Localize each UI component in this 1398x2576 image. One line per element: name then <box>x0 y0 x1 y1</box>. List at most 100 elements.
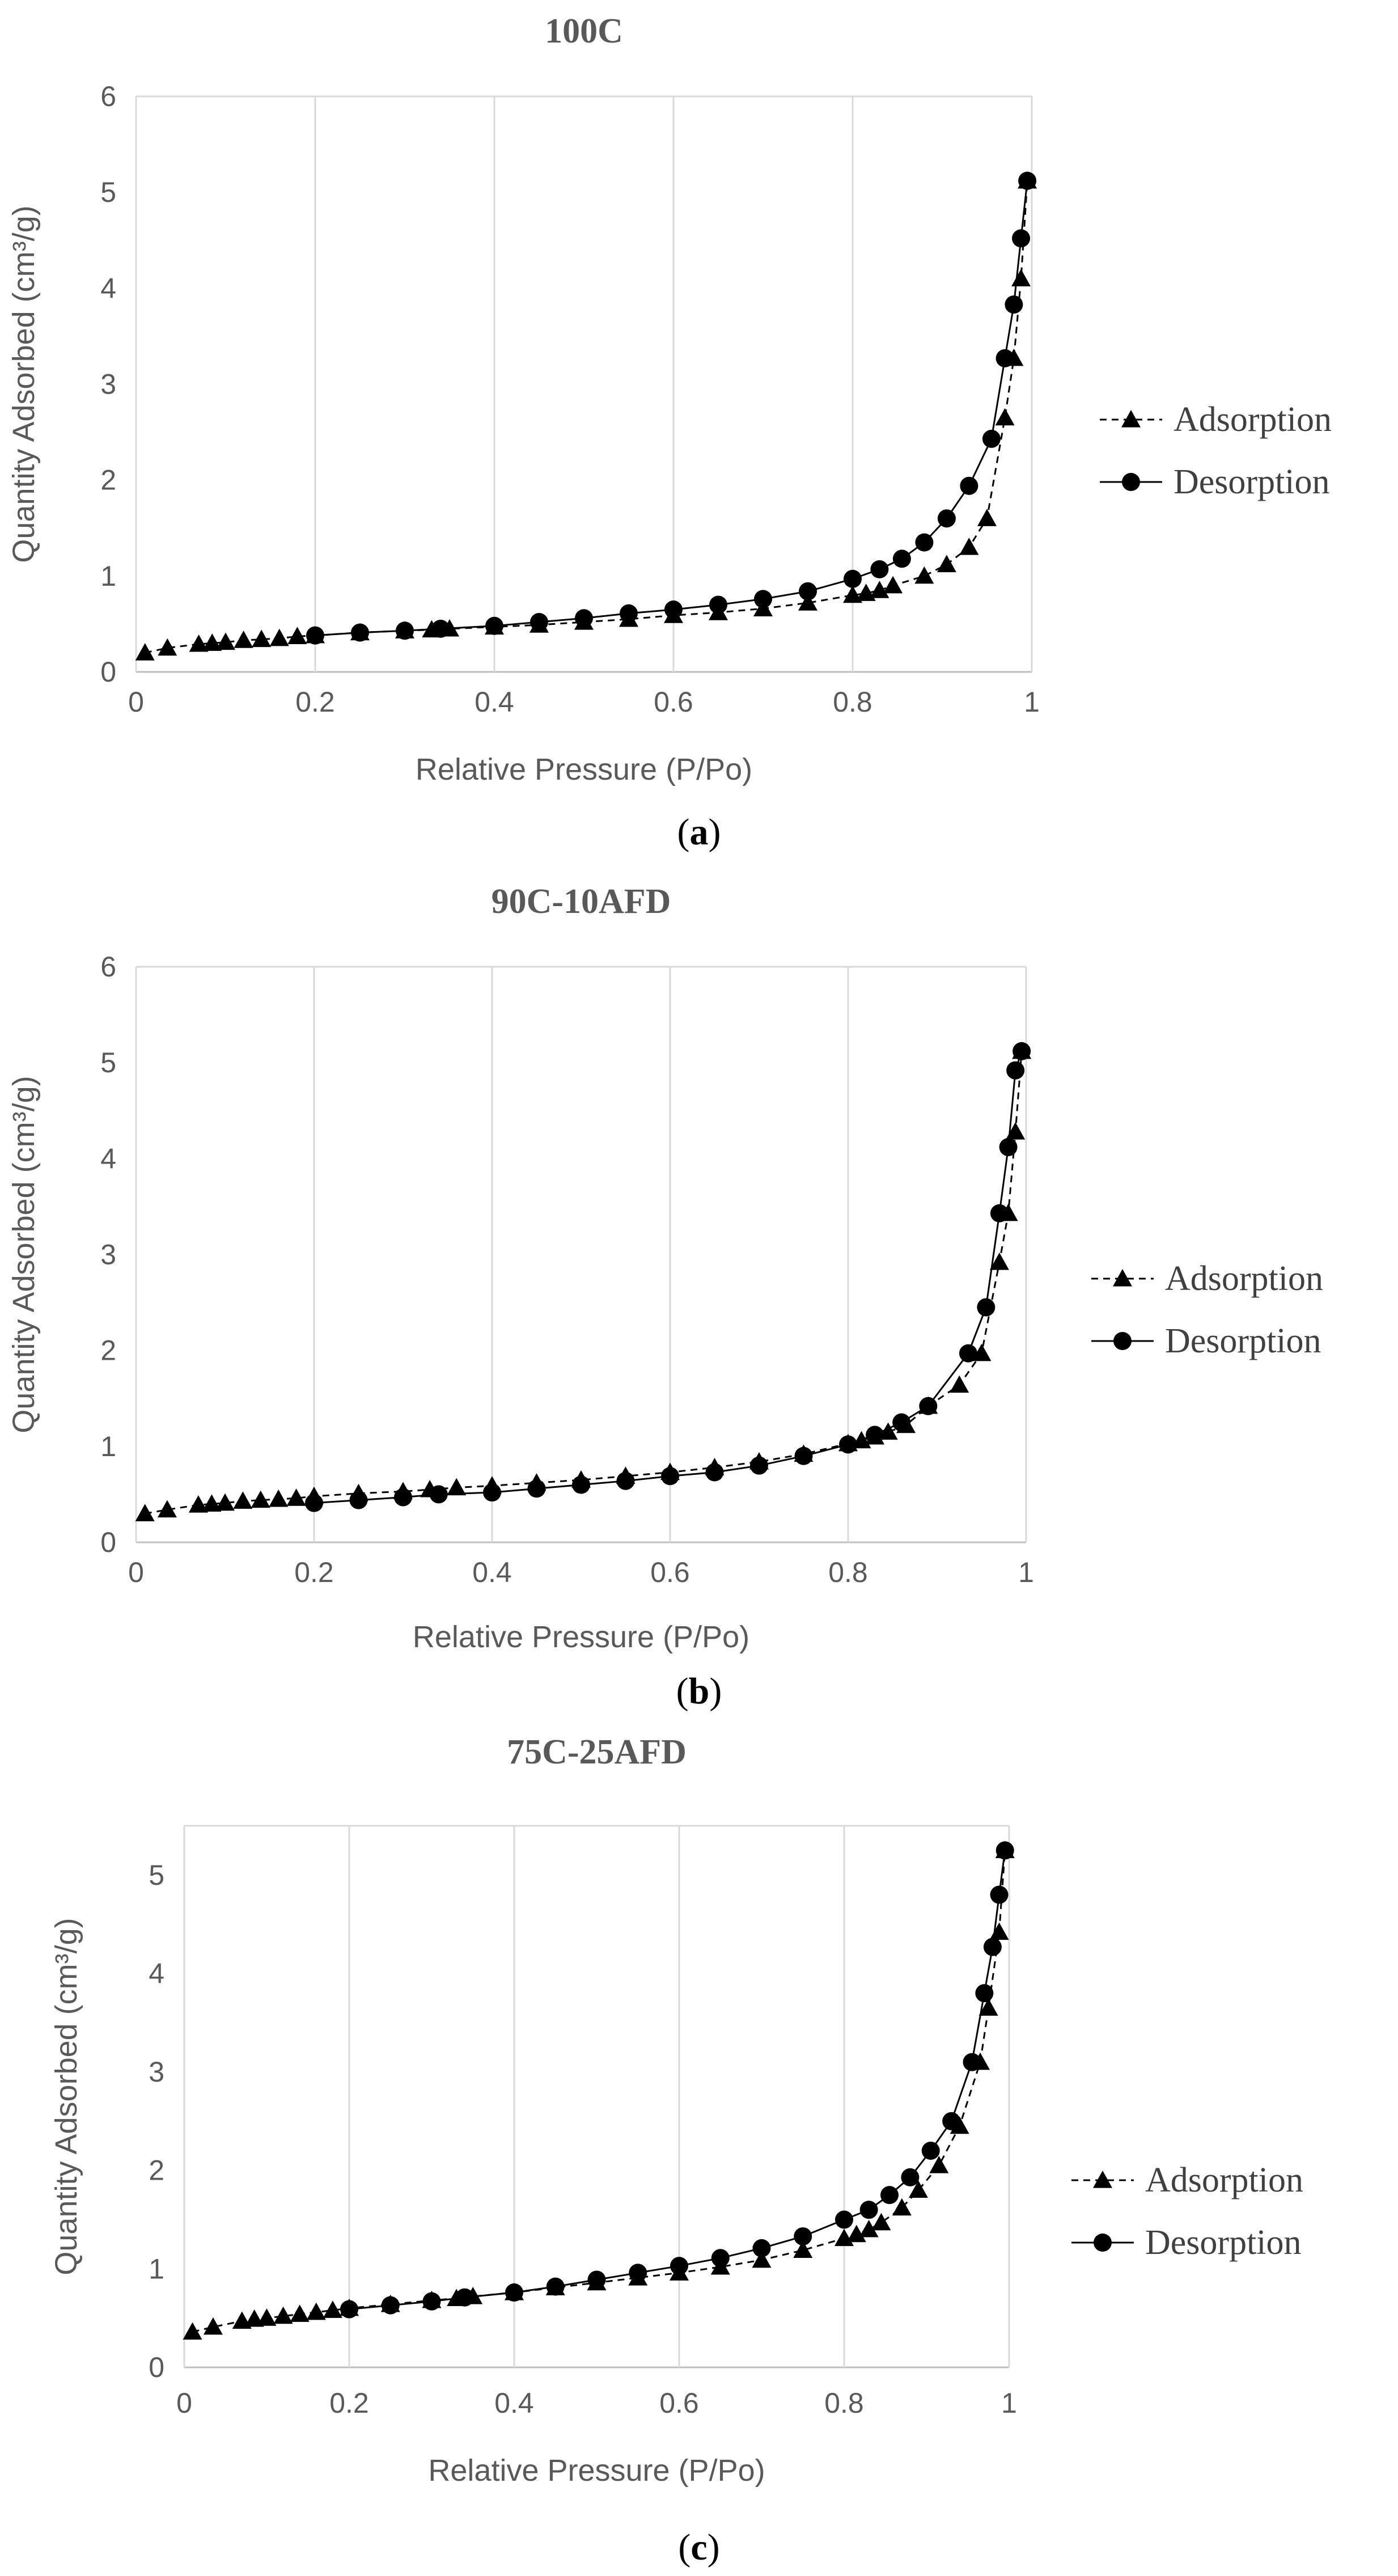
y-axis-label: Quantity Adsorbed (cm³/g) <box>7 205 41 562</box>
legend-label-desorption: Desorption <box>1174 463 1330 501</box>
data-point-desorption <box>999 1138 1018 1157</box>
legend: Adsorption Desorption <box>1091 1259 1323 1360</box>
data-point-adsorption <box>234 631 253 648</box>
data-point-desorption <box>505 2283 523 2302</box>
data-point-desorption <box>835 2210 853 2229</box>
data-point-desorption <box>711 2249 730 2268</box>
data-point-adsorption <box>157 1500 177 1518</box>
series-line-desorption <box>314 1051 1023 1504</box>
data-point-desorption <box>919 1397 938 1415</box>
x-tick-label: 0.2 <box>329 2387 369 2419</box>
data-point-desorption <box>587 2270 606 2289</box>
data-point-adsorption <box>972 1343 992 1361</box>
y-axis-label: Quantity Adsorbed (cm³/g) <box>7 1076 41 1433</box>
data-point-adsorption <box>257 2308 277 2326</box>
data-point-desorption <box>616 1471 635 1490</box>
x-tick-label: 0.4 <box>472 1556 512 1588</box>
data-point-adsorption <box>286 1488 306 1506</box>
data-point-desorption <box>485 616 503 635</box>
data-point-desorption <box>982 429 1001 448</box>
y-tick-label: 4 <box>100 272 116 304</box>
data-point-adsorption <box>251 1490 270 1508</box>
y-tick-label: 0 <box>100 1526 116 1558</box>
data-point-adsorption <box>908 2180 928 2198</box>
data-point-adsorption <box>843 585 862 603</box>
data-point-adsorption <box>273 2306 293 2324</box>
series-line-desorption <box>315 180 1028 637</box>
data-point-adsorption <box>793 2240 813 2258</box>
chart-panel-b: 90C-10AFD 0 0.2 0.4 0.6 0.8 1 0 1 2 3 4 5 6 Relative P… <box>0 859 1398 1710</box>
legend: Adsorption Desorption <box>1071 2161 1303 2262</box>
data-point-adsorption <box>135 1504 155 1521</box>
data-point-adsorption <box>447 1478 467 1496</box>
data-point-desorption <box>546 2277 565 2296</box>
series-line-adsorption <box>145 1051 1023 1515</box>
data-point-adsorption <box>306 2302 326 2320</box>
data-point-desorption <box>975 1984 994 2003</box>
data-point-desorption <box>960 476 978 495</box>
data-point-desorption <box>1006 1061 1025 1080</box>
data-point-adsorption <box>1006 1122 1026 1140</box>
x-tick-label: 1 <box>1001 2387 1017 2419</box>
data-point-adsorption <box>1011 269 1031 287</box>
data-point-adsorption <box>846 2224 866 2243</box>
data-point-adsorption <box>202 1494 222 1512</box>
data-point-adsorption <box>892 2198 912 2216</box>
x-tick-label: 0 <box>128 1556 144 1588</box>
data-point-desorption <box>351 623 369 642</box>
data-point-desorption <box>431 619 450 638</box>
chart-svg-c: 75C-25AFD 0 0.2 0.4 0.6 0.8 1 0 1 2 3 4 5 Relative Pr… <box>49 1733 1303 2488</box>
legend-label-desorption: Desorption <box>1165 1322 1321 1360</box>
caption-b: (b) <box>676 1670 722 1712</box>
data-point-adsorption <box>183 2322 202 2340</box>
data-point-desorption <box>750 1456 768 1475</box>
data-point-desorption <box>959 1344 977 1363</box>
data-point-adsorption <box>188 1495 208 1513</box>
legend-label-adsorption: Adsorption <box>1165 1259 1323 1298</box>
data-point-desorption <box>381 2296 400 2315</box>
data-point-adsorption <box>950 1375 969 1393</box>
chart-svg-b: 90C-10AFD 0 0.2 0.4 0.6 0.8 1 0 1 2 3 4 5 6 Relative P… <box>7 882 1323 1654</box>
x-tick-label: 1 <box>1018 1556 1034 1588</box>
data-point-desorption <box>305 1494 323 1512</box>
data-point-desorption <box>664 600 683 619</box>
data-point-adsorption <box>871 2213 891 2231</box>
legend-marker-desorption <box>1094 2234 1112 2252</box>
data-point-desorption <box>670 2257 688 2275</box>
series-desorption <box>305 1042 1031 1512</box>
data-point-desorption <box>983 1938 1002 1956</box>
y-tick-label: 4 <box>100 1143 116 1174</box>
data-point-adsorption <box>269 628 289 646</box>
y-tick-label: 5 <box>149 1859 164 1891</box>
x-tick-label: 1 <box>1024 686 1040 718</box>
legend-marker-adsorption <box>1121 410 1141 428</box>
chart-title: 75C-25AFD <box>507 1733 687 1771</box>
chart-panel-c: 75C-25AFD 0 0.2 0.4 0.6 0.8 1 0 1 2 3 4 5 Relative Pr… <box>0 1718 1398 2523</box>
legend-marker-desorption <box>1122 473 1140 491</box>
data-point-adsorption <box>202 633 222 651</box>
data-point-adsorption <box>978 1998 998 2016</box>
data-point-adsorption <box>937 555 956 573</box>
x-tick-label: 0.2 <box>295 686 335 718</box>
data-point-desorption <box>870 560 889 578</box>
data-point-adsorption <box>989 1253 1009 1270</box>
data-point-desorption <box>990 1885 1009 1904</box>
data-point-desorption <box>572 1475 590 1494</box>
x-axis-label: Relative Pressure (P/Po) <box>416 752 752 786</box>
y-tick-label: 0 <box>100 656 116 688</box>
legend-marker-desorption <box>1113 1332 1132 1350</box>
y-tick-label: 3 <box>100 369 116 400</box>
data-point-adsorption <box>929 2156 949 2173</box>
data-point-desorption <box>1012 229 1031 248</box>
data-point-adsorption <box>959 538 979 555</box>
data-point-adsorption <box>269 1489 289 1507</box>
data-point-desorption <box>859 2201 878 2219</box>
legend: Adsorption Desorption <box>1100 400 1332 501</box>
chart-svg-a: 100C 0 0.2 0.4 0.6 0.8 1 0 1 2 3 4 5 6 Relative Pressu… <box>7 12 1332 786</box>
x-tick-label: 0.8 <box>828 1556 868 1588</box>
series-adsorption <box>135 171 1037 661</box>
legend-label-adsorption: Adsorption <box>1145 2161 1303 2199</box>
data-point-desorption <box>483 1483 501 1502</box>
data-point-desorption <box>799 582 817 600</box>
data-point-desorption <box>915 533 934 552</box>
